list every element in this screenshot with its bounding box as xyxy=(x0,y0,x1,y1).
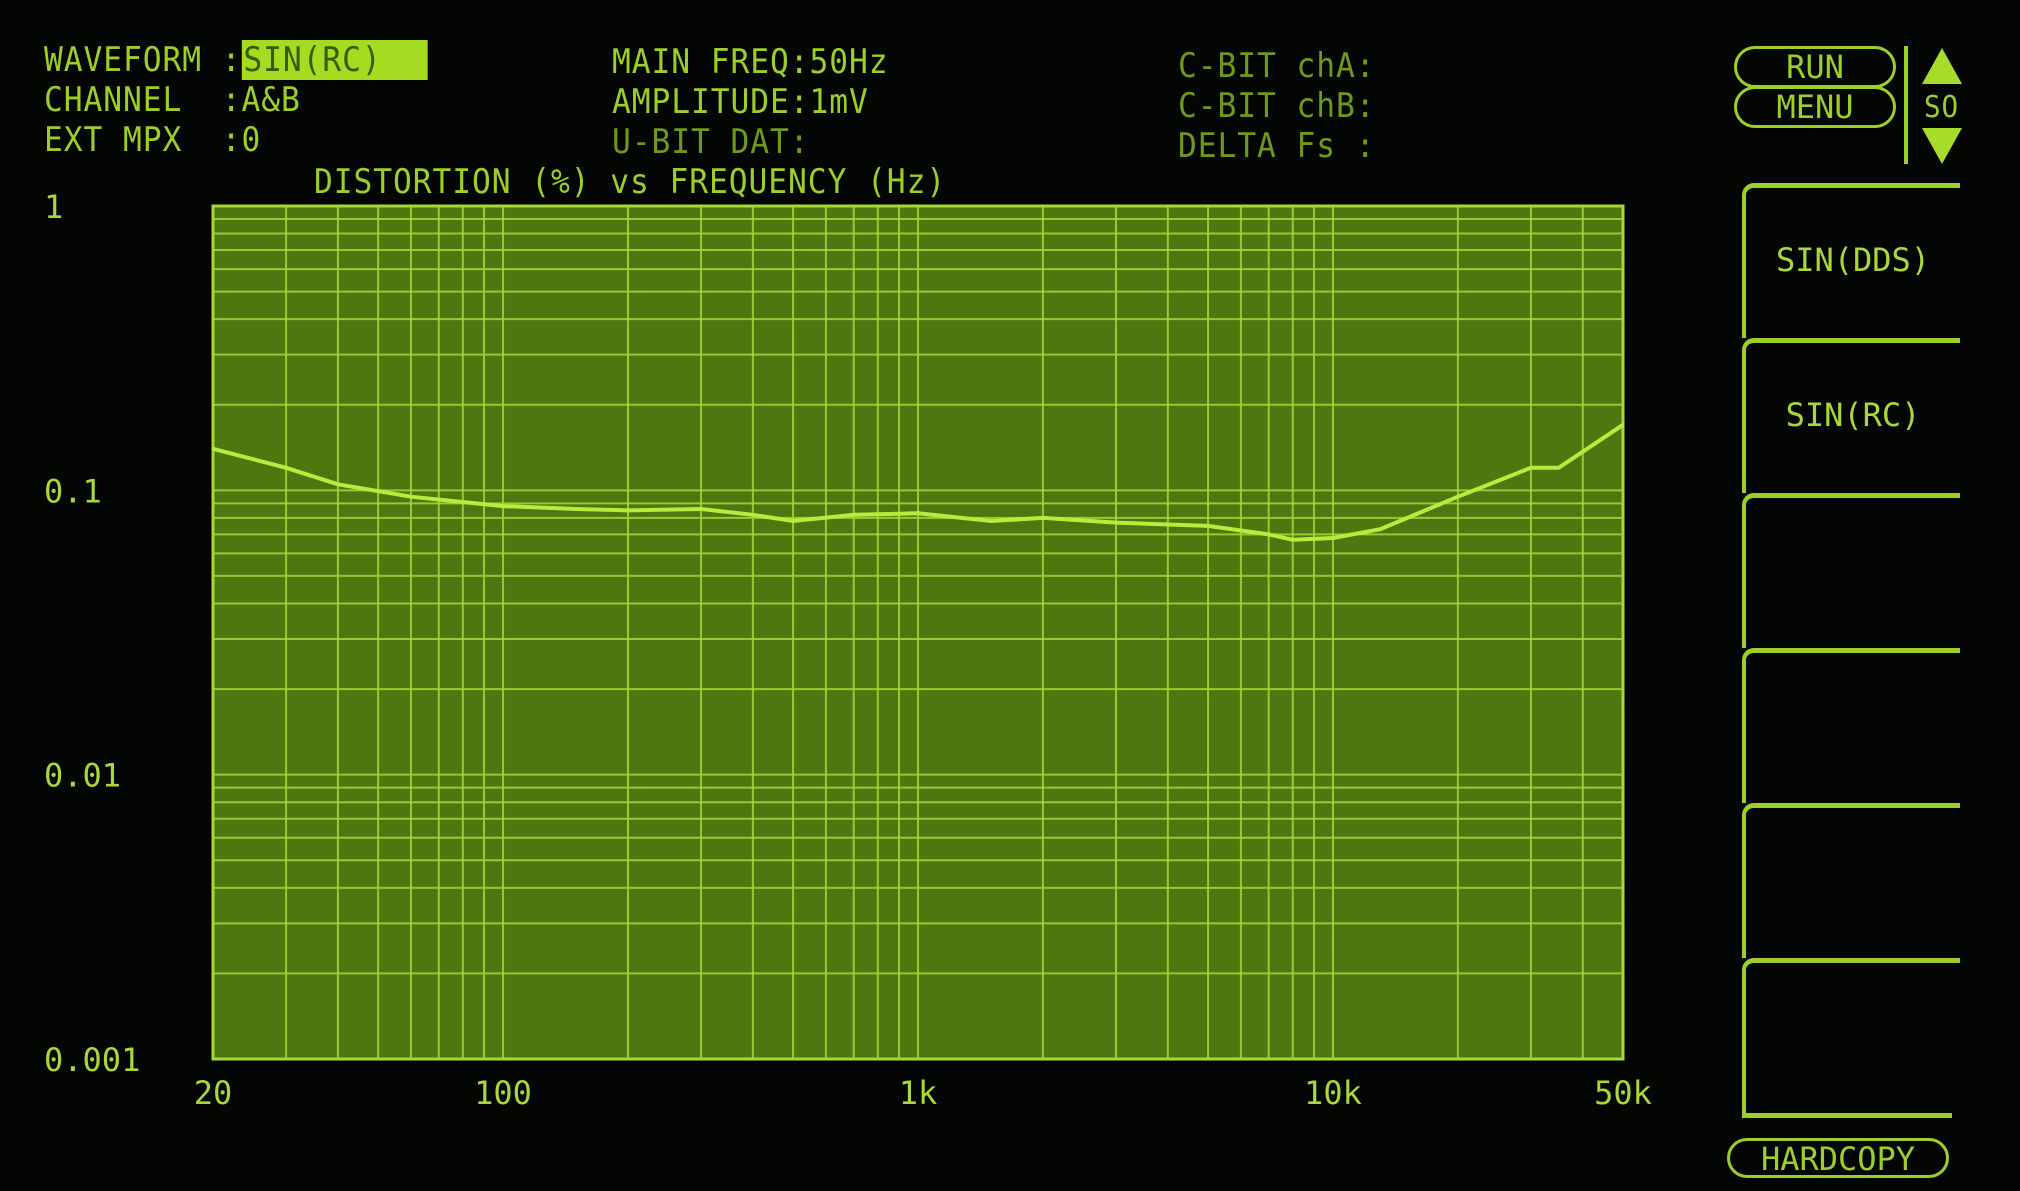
x-tick-label: 50k xyxy=(1594,1074,1652,1112)
data-point xyxy=(699,507,703,511)
data-point xyxy=(211,447,215,451)
chart-title: DISTORTION (%) vs FREQUENCY (Hz) xyxy=(314,162,947,202)
softkey-4[interactable] xyxy=(1742,648,1960,803)
data-point xyxy=(1291,538,1295,542)
data-point xyxy=(574,507,578,511)
data-point xyxy=(409,495,413,499)
scroll-label: SO xyxy=(1924,90,1960,125)
data-point xyxy=(1529,466,1533,470)
data-point xyxy=(284,466,288,470)
data-point xyxy=(1267,532,1271,536)
delta-fs: DELTA Fs : xyxy=(1178,126,1376,166)
x-tick-label: 1k xyxy=(899,1074,938,1112)
amplitude: AMPLITUDE:1mV xyxy=(612,82,869,122)
data-point xyxy=(1206,524,1210,528)
data-point xyxy=(1378,527,1382,531)
data-point xyxy=(1114,521,1118,525)
softkey-5[interactable] xyxy=(1742,803,1960,958)
y-tick-label: 0.1 xyxy=(44,472,102,510)
y-tick-label: 1 xyxy=(44,188,63,226)
divider xyxy=(1904,46,1908,164)
data-point xyxy=(1331,536,1335,540)
x-tick-label: 100 xyxy=(474,1074,532,1112)
data-point xyxy=(501,504,505,508)
waveform-label: WAVEFORM :SIN(RC) xyxy=(44,40,428,80)
x-tick-label: 20 xyxy=(194,1074,233,1112)
data-point xyxy=(989,519,993,523)
channel-row: CHANNEL :A&B xyxy=(44,80,301,120)
softkey-6[interactable] xyxy=(1742,958,1960,1113)
distortion-trace xyxy=(212,423,1625,542)
y-tick-label: 0.001 xyxy=(44,1041,140,1079)
softkey-1[interactable]: SIN(DDS) xyxy=(1742,183,1960,338)
scroll-up-icon[interactable] xyxy=(1922,48,1962,84)
data-point xyxy=(852,513,856,517)
data-point xyxy=(626,508,630,512)
data-point xyxy=(751,513,755,517)
data-point xyxy=(1456,495,1460,499)
data-point xyxy=(336,482,340,486)
softkey-2[interactable]: SIN(RC) xyxy=(1742,338,1960,493)
menu-button[interactable]: MENU xyxy=(1734,86,1896,128)
c-bit-chb: C-BIT chB: xyxy=(1178,86,1376,126)
hardcopy-button[interactable]: HARDCOPY xyxy=(1727,1138,1949,1178)
waveform-value[interactable]: SIN(RC) xyxy=(241,40,428,80)
c-bit-cha: C-BIT chA: xyxy=(1178,46,1376,86)
u-bit-dat: U-BIT DAT: xyxy=(612,122,810,162)
data-point xyxy=(1621,423,1625,427)
data-point xyxy=(1557,466,1561,470)
y-tick-label: 0.01 xyxy=(44,757,121,795)
scroll-down-icon[interactable] xyxy=(1922,128,1962,164)
data-point xyxy=(791,519,795,523)
x-tick-label: 10k xyxy=(1304,1074,1362,1112)
softkey-bottom-border xyxy=(1742,1113,1952,1118)
data-point xyxy=(1041,516,1045,520)
ext-mpx-row: EXT MPX :0 xyxy=(44,120,262,160)
main-freq: MAIN FREQ:50Hz xyxy=(612,42,889,82)
data-point xyxy=(916,511,920,515)
softkey-3[interactable] xyxy=(1742,493,1960,648)
